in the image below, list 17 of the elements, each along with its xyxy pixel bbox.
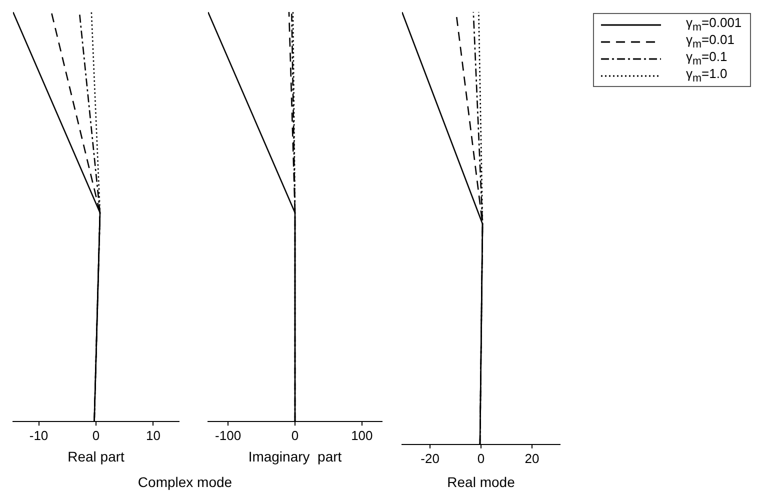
legend-label: γ$_{m}$=0.001 bbox=[686, 15, 742, 34]
text: Real mode bbox=[447, 474, 515, 490]
text: Complex mode bbox=[138, 474, 232, 490]
x-tick-label: -20 bbox=[420, 450, 440, 466]
x-tick-label: 0 bbox=[477, 450, 485, 466]
x-tick-label: 0 bbox=[291, 428, 299, 443]
x-tick-label: 20 bbox=[524, 450, 540, 466]
x-tick-label: -100 bbox=[215, 428, 242, 443]
x-tick-label: 10 bbox=[146, 428, 160, 443]
x-axis-title: Real part bbox=[68, 448, 125, 464]
legend-label: γ$_{m}$=0.1 bbox=[686, 49, 728, 68]
x-tick-label: 100 bbox=[351, 428, 373, 443]
legend-label: γ$_{m}$=0.01 bbox=[686, 32, 734, 51]
x-tick-label: -10 bbox=[29, 428, 48, 443]
x-tick-label: 0 bbox=[92, 428, 100, 443]
legend-label: γ$_{m}$=1.0 bbox=[686, 66, 728, 85]
x-axis-title: Imaginary part bbox=[248, 448, 342, 464]
